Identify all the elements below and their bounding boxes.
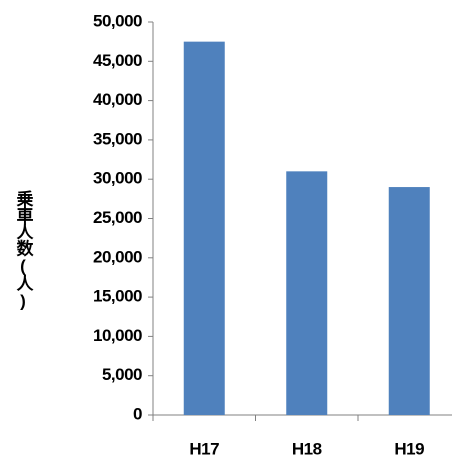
bar — [183, 41, 225, 416]
y-tick-label: 5,000 — [102, 365, 142, 384]
y-tick-label: 35,000 — [93, 129, 142, 148]
y-tick-label: 50,000 — [93, 11, 142, 30]
y-tick-label: 30,000 — [93, 169, 142, 188]
x-tick-label: H18 — [292, 439, 322, 458]
y-tick-label: 0 — [133, 404, 142, 423]
x-tick-label: H19 — [394, 439, 424, 458]
y-axis-label: 乗車人数(人) — [14, 190, 35, 310]
y-tick-label: 40,000 — [93, 90, 142, 109]
y-tick-label: 25,000 — [93, 208, 142, 227]
y-tick-label: 10,000 — [93, 326, 142, 345]
y-tick-label: 20,000 — [93, 247, 142, 266]
x-tick-label: H17 — [189, 439, 219, 458]
y-tick-label: 15,000 — [93, 287, 142, 306]
bar — [388, 187, 430, 415]
bar — [286, 171, 328, 415]
y-tick-label: 45,000 — [93, 51, 142, 70]
